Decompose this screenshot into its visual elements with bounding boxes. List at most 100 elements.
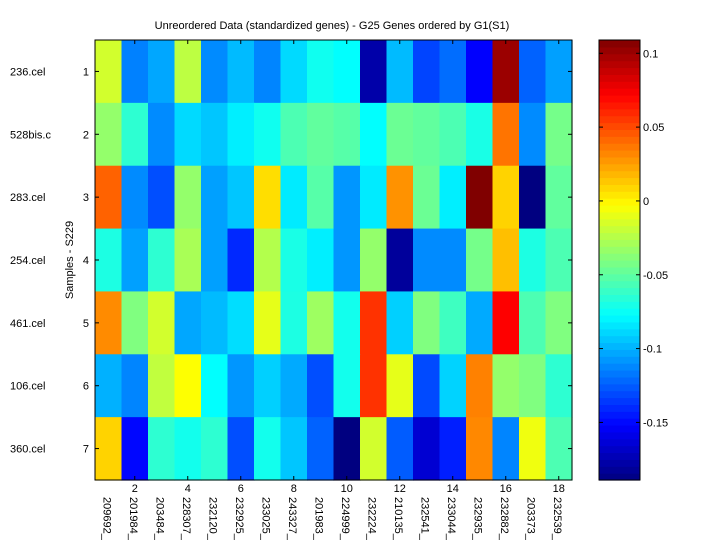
heatmap-cell <box>201 228 229 293</box>
x-tick-label: 14 <box>447 483 459 495</box>
colorbar-swatch <box>599 225 640 234</box>
heatmap-cell <box>148 165 176 230</box>
column-label: 203484_ <box>153 497 165 540</box>
heatmap-cell <box>413 354 441 418</box>
row-label: 236.cel <box>10 66 45 78</box>
colorbar-swatch <box>599 376 640 385</box>
heatmap-cell <box>307 291 335 355</box>
heatmap-cell <box>227 165 255 230</box>
column-label: 224999_ <box>339 497 351 540</box>
colorbar-swatch <box>599 218 640 227</box>
heatmap-cell <box>148 354 176 418</box>
heatmap-cell <box>519 102 547 167</box>
heatmap-cell <box>227 291 255 355</box>
colorbar-swatch <box>599 342 640 350</box>
heatmap-cell <box>519 417 547 481</box>
colorbar-swatch <box>599 205 640 213</box>
heatmap-cell <box>386 228 414 293</box>
heatmap-cell <box>254 291 282 355</box>
heatmap-cell <box>360 102 388 167</box>
heatmap-cell <box>280 228 308 293</box>
column-label: 209692_ <box>100 497 112 540</box>
heatmap-cell <box>333 417 361 481</box>
row-label: 254.cel <box>10 255 45 267</box>
heatmap-cell <box>148 102 176 167</box>
heatmap-cell <box>360 417 388 481</box>
colorbar-swatch <box>599 253 640 261</box>
column-label: 201984_ <box>127 497 139 540</box>
colorbar-swatch <box>599 40 640 48</box>
heatmap-cell <box>307 40 335 104</box>
colorbar-swatch <box>599 191 640 199</box>
heatmap-cell <box>307 354 335 418</box>
colorbar-swatch <box>599 74 640 82</box>
column-label: 232120_ <box>206 497 218 540</box>
colorbar-swatch <box>599 280 640 289</box>
heatmap-cell <box>148 417 176 481</box>
heatmap-cell <box>254 165 282 230</box>
column-label: 232541_ <box>418 497 430 540</box>
heatmap-cell <box>333 102 361 167</box>
y-tick-label: 6 <box>83 381 89 393</box>
heatmap-cell <box>121 291 149 355</box>
heatmap-cells <box>95 40 573 481</box>
colorbar-swatch <box>599 383 640 392</box>
y-axis-label: Samples - S229 <box>64 221 76 299</box>
heatmap-cell <box>466 228 494 293</box>
heatmap-cell <box>386 291 414 355</box>
heatmap-cell <box>333 291 361 355</box>
x-tick-label: 4 <box>185 483 191 495</box>
column-label: 233044_ <box>445 497 457 540</box>
colorbar-swatch <box>599 260 640 268</box>
x-tick-label: 10 <box>341 483 353 495</box>
row-label: 283.cel <box>10 192 45 204</box>
heatmap-cell <box>492 291 520 355</box>
y-tick-label: 2 <box>83 129 89 141</box>
heatmap-cell <box>148 40 176 104</box>
colorbar-swatch <box>599 88 640 96</box>
colorbar-swatch <box>599 308 640 316</box>
heatmap-cell <box>519 291 547 355</box>
colorbar: 0.1 0.05 0 -0.05 -0.1 -0.15 <box>598 39 668 481</box>
heatmap-cell <box>386 354 414 418</box>
heatmap-cell <box>95 102 123 167</box>
colorbar-swatch <box>599 459 640 467</box>
colorbar-swatch <box>599 108 640 117</box>
heatmap-cell <box>307 165 335 230</box>
x-tick-label: 12 <box>394 483 406 495</box>
colorbar-swatch <box>599 232 640 240</box>
heatmap-cell <box>413 40 441 104</box>
colorbar-tick-label: 0.1 <box>643 48 658 60</box>
y-tick-label: 5 <box>83 318 89 330</box>
heatmap-cell <box>360 165 388 230</box>
colorbar-swatch <box>599 438 640 447</box>
heatmap-cell <box>386 417 414 481</box>
heatmap-cell <box>439 417 467 481</box>
column-label: 203373_ <box>524 497 536 540</box>
heatmap-cell <box>519 40 547 104</box>
colorbar-swatch <box>599 370 640 378</box>
column-label: 232882_ <box>498 497 510 540</box>
heatmap-cell <box>95 165 123 230</box>
heatmap-cell <box>174 40 202 104</box>
colorbar-swatch <box>599 418 640 426</box>
colorbar-swatch <box>599 390 640 399</box>
heatmap-cell <box>492 354 520 418</box>
row-label: 528bis.c <box>10 129 51 141</box>
heatmap-cell <box>519 228 547 293</box>
heatmap-cell <box>227 228 255 293</box>
heatmap-cell <box>386 165 414 230</box>
colorbar-swatch <box>599 115 640 124</box>
colorbar-swatch <box>599 95 640 103</box>
colorbar-swatch <box>599 266 640 275</box>
heatmap-cell <box>201 417 229 481</box>
colorbar-swatch <box>599 150 640 158</box>
heatmap-cell <box>254 417 282 481</box>
colorbar-swatch <box>599 349 640 357</box>
heatmap-cell <box>307 228 335 293</box>
colorbar-swatch <box>599 315 640 323</box>
heatmap-cell <box>227 354 255 418</box>
heatmap-cell <box>413 165 441 230</box>
heatmap-cell <box>280 354 308 418</box>
